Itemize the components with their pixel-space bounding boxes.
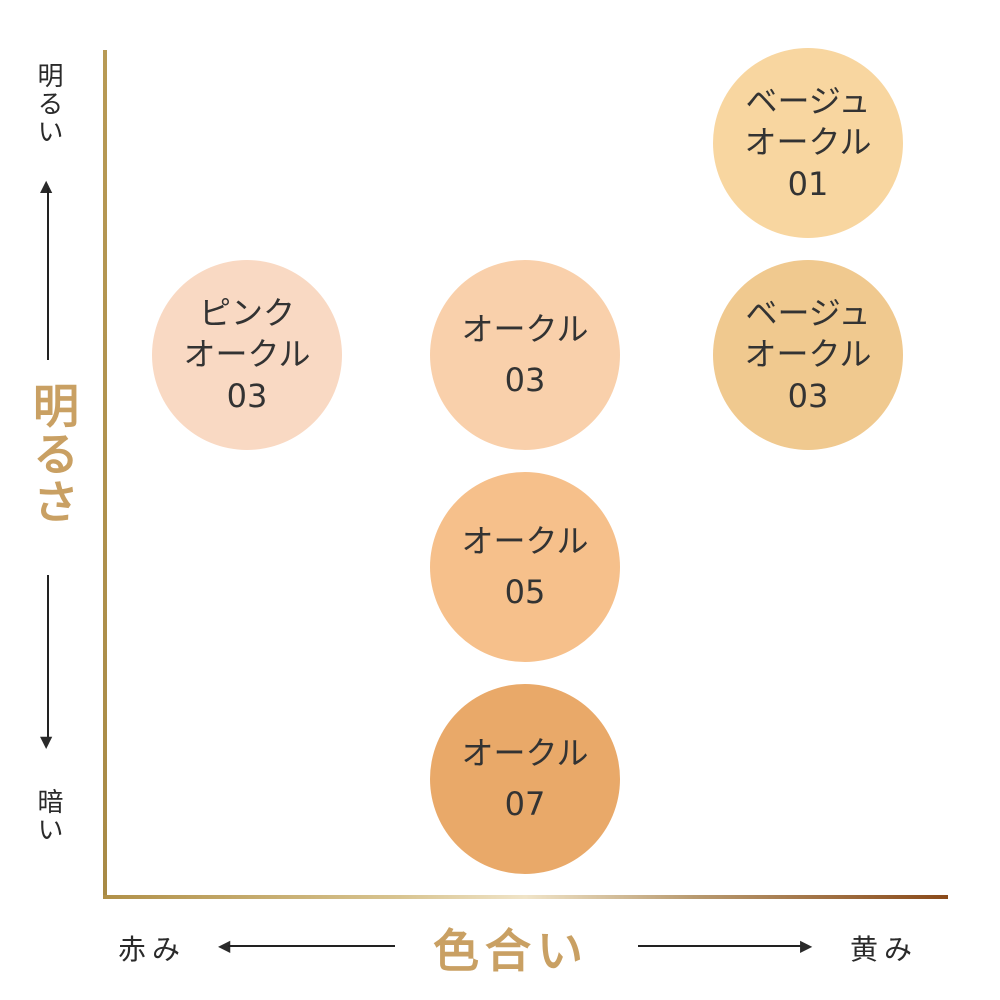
shade-number: 01 (787, 164, 829, 203)
shade-number: 07 (504, 785, 546, 823)
shade-number: 03 (504, 361, 546, 399)
shade-ochre-07: オークル 07 (430, 684, 620, 874)
x-axis-line (103, 895, 948, 899)
shade-label-line: ベージュ (745, 293, 871, 332)
shade-number: 03 (787, 376, 829, 415)
down-arrow-icon: ▼ (40, 732, 53, 751)
left-arrow-icon: ◀ (218, 936, 231, 955)
shade-number: 03 (226, 376, 268, 415)
y-top-label: 明るい (33, 62, 63, 146)
x-left-label: 赤み (118, 933, 187, 966)
shade-label-line: オークル (744, 335, 872, 374)
y-axis-title: 明るさ (26, 382, 80, 526)
shade-label-line: オークル (461, 521, 589, 560)
shade-label-line: ベージュ (745, 81, 871, 120)
y-axis-line (103, 50, 107, 899)
right-arrow-line (638, 945, 805, 947)
shade-ochre-03: オークル 03 (430, 260, 620, 450)
left-arrow-line (228, 945, 395, 947)
shade-beige-ochre-03: ベージュ オークル 03 (713, 260, 903, 450)
shade-ochre-05: オークル 05 (430, 472, 620, 662)
x-right-label: 黄み (850, 933, 919, 966)
y-bottom-label: 暗い (33, 788, 63, 844)
down-arrow-line (47, 575, 49, 740)
up-arrow-icon: ▲ (40, 176, 53, 195)
shade-label-line: ピンク (198, 293, 295, 332)
shade-label-line: オークル (183, 335, 311, 374)
right-arrow-icon: ▶ (800, 936, 813, 955)
shade-label-line: オークル (744, 123, 872, 162)
shade-beige-ochre-01: ベージュ オークル 01 (713, 48, 903, 238)
up-arrow-line (47, 188, 49, 360)
x-axis-title: 色合い (433, 924, 589, 978)
shade-label-line: オークル (461, 309, 589, 348)
shade-pink-ochre-03: ピンク オークル 03 (152, 260, 342, 450)
shade-label-line: オークル (461, 733, 589, 772)
shade-number: 05 (504, 573, 546, 611)
